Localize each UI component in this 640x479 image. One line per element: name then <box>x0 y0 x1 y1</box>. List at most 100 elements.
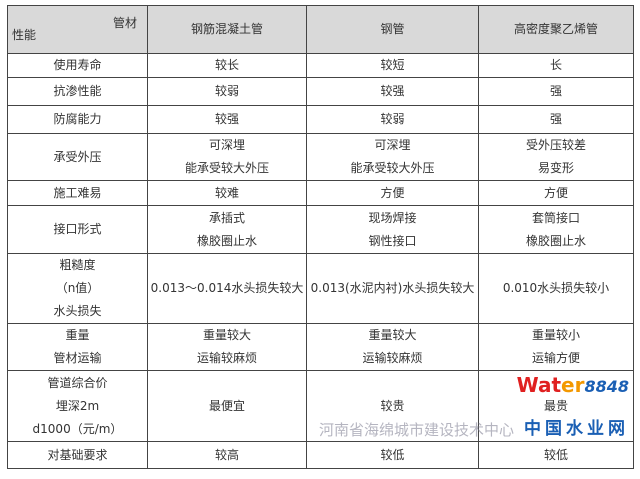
corner-material-label: 管材 <box>112 16 137 30</box>
table-cell: 较低 <box>478 441 634 469</box>
row-label: 防腐能力 <box>7 105 148 134</box>
cell-line: 运输方便 <box>531 351 580 365</box>
cell-line: 较强 <box>214 112 239 126</box>
table-row: 对基础要求 较高 较低 较低 <box>7 441 634 469</box>
table-row: 管道综合价 埋深2m d1000（元/m） 最便宜 较贵 河南省海绵城市建设技术中心 最贵 W… <box>7 370 634 442</box>
table-cell: 0.013～0.014水头损失较大 <box>147 253 307 324</box>
watermark-text: 河南省海绵城市建设技术中心 <box>319 421 515 439</box>
row-label: 接口形式 <box>7 205 148 254</box>
table-cell: 强 <box>478 77 634 106</box>
row-label: 管道综合价 埋深2m d1000（元/m） <box>7 370 148 442</box>
table-cell: 方便 <box>306 180 479 206</box>
cell-line: 可深埋 <box>374 138 411 152</box>
table-row: 使用寿命 较长 较短 长 <box>7 53 634 78</box>
table-cell: 长 <box>478 53 634 78</box>
cell-line: 套筒接口 <box>531 210 580 225</box>
table-cell: 较低 <box>306 441 479 469</box>
cell-line: 较贵 <box>380 398 405 413</box>
table-cell: 受外压较差 易变形 <box>478 133 634 181</box>
cell-line: 重量较大 <box>368 328 417 342</box>
cell-line: 较低 <box>380 447 405 462</box>
row-label: 施工难易 <box>7 180 148 206</box>
cell-line: 运输较麻烦 <box>362 351 423 365</box>
cell-line: 易变形 <box>537 161 574 175</box>
table-cell: 较弱 <box>147 77 307 106</box>
cell-line: 0.013～0.014水头损失较大 <box>150 281 304 295</box>
table-cell: 较强 <box>306 77 479 106</box>
table-cell: 较高 <box>147 441 307 469</box>
cell-line: 较难 <box>214 185 239 200</box>
cell-line: 方便 <box>380 185 405 200</box>
header-row: 管材 性能 钢筋混凝土管 钢管 高密度聚乙烯管 <box>7 5 634 54</box>
corner-cell: 管材 性能 <box>7 5 148 54</box>
cell-line: 橡胶圈止水 <box>525 233 586 248</box>
cell-line: 长 <box>549 58 562 72</box>
row-label: 粗糙度 （n值） 水头损失 <box>7 253 148 324</box>
cell-line: 使用寿命 <box>53 58 102 72</box>
water8848-logo: Water8848 <box>517 373 629 398</box>
table-cell: 可深埋能承受较大外压 <box>306 133 479 181</box>
table-cell: 承插式 橡胶圈止水 <box>147 205 307 254</box>
row-label: 承受外压 <box>7 133 148 181</box>
table-cell: 可深埋能承受较大外压 <box>147 133 307 181</box>
table-row: 接口形式 承插式 橡胶圈止水 现场焊接 钢性接口 套筒接口 橡胶圈止水 <box>7 205 634 254</box>
logo-number: 8848 <box>584 377 629 396</box>
row-label: 重量 管材运输 <box>7 323 148 371</box>
logo-chinese-name: 中国水业网 <box>524 419 629 439</box>
table-cell: 较强 <box>147 105 307 134</box>
row-label: 使用寿命 <box>7 53 148 78</box>
table-cell: 最便宜 <box>147 370 307 442</box>
cell-line: 较弱 <box>214 84 239 98</box>
cell-line: 最贵 <box>543 398 568 413</box>
table-cell: 0.013(水泥内衬)水头损失较大 <box>306 253 479 324</box>
cell-line: 管道综合价 <box>47 375 108 390</box>
cell-line: 能承受较大外压 <box>350 161 435 175</box>
table-cell: 方便 <box>478 180 634 206</box>
table-row: 承受外压 可深埋 能承受较大外压 可深埋 能承受较大外压 受外压较差 易变形 <box>7 133 634 181</box>
column-header: 钢管 <box>306 5 479 54</box>
row-label: 抗渗性能 <box>7 77 148 106</box>
cell-line: 接口形式 <box>53 222 102 236</box>
cell-line: 较长 <box>214 58 239 72</box>
table-cell: 重量较小 运输方便 <box>478 323 634 371</box>
cell-line: 较强 <box>380 84 405 98</box>
cell-line: 能承受较大外压 <box>184 161 269 175</box>
table-cell: 较难 <box>147 180 307 206</box>
table-cell: 套筒接口 橡胶圈止水 <box>478 205 634 254</box>
cell-line: 0.013(水泥内衬)水头损失较大 <box>310 281 475 295</box>
cell-line: 水头损失 <box>53 304 102 318</box>
table-cell: 现场焊接 钢性接口 <box>306 205 479 254</box>
pipe-comparison-table: 管材 性能 钢筋混凝土管 钢管 高密度聚乙烯管 使用寿命 较长 较短长抗渗性能 较弱较… <box>7 5 634 469</box>
cell-line: 承插式 <box>208 210 245 225</box>
cell-line: 最便宜 <box>208 398 245 413</box>
cell-line: 强 <box>549 84 562 98</box>
cell-line: 钢性接口 <box>368 233 417 248</box>
cell-line: 重量 <box>65 328 90 342</box>
corner-property-label: 性能 <box>12 28 37 42</box>
column-header: 钢筋混凝土管 <box>147 5 307 54</box>
table-cell: 重量较大 运输较麻烦 <box>306 323 479 371</box>
cell-line: 重量较大 <box>202 328 251 342</box>
table-cell: 较弱 <box>306 105 479 134</box>
table-row: 防腐能力 较强 较弱 强 <box>7 105 634 134</box>
table-row: 粗糙度 （n值） 水头损失 0.013～0.014水头损失较大 0.013(水泥内衬)水… <box>7 253 634 324</box>
cell-line: 受外压较差 <box>525 138 586 152</box>
cell-line: 橡胶圈止水 <box>196 233 257 248</box>
table-row: 施工难易 较难 方便 方便 <box>7 180 634 206</box>
cell-line: （n值） <box>55 281 100 295</box>
cell-line: 较低 <box>543 447 568 462</box>
column-header: 高密度聚乙烯管 <box>478 5 634 54</box>
cell-line: 施工难易 <box>53 185 102 200</box>
table-cell: 强 <box>478 105 634 134</box>
cell-line: 强 <box>549 112 562 126</box>
cell-line: 运输较麻烦 <box>196 351 257 365</box>
table-cell: 0.010水头损失较小 <box>478 253 634 324</box>
cell-line: 防腐能力 <box>53 112 102 126</box>
cell-line: 对基础要求 <box>47 447 108 462</box>
cell-line: 现场焊接 <box>368 210 417 225</box>
cell-line: 可深埋 <box>208 138 245 152</box>
table-cell: 较贵河南省海绵城市建设技术中心 <box>306 370 514 442</box>
cell-line: 埋深2m <box>55 398 100 413</box>
cell-line: 较弱 <box>380 112 405 126</box>
table-cell: 重量较大 运输较麻烦 <box>147 323 307 371</box>
